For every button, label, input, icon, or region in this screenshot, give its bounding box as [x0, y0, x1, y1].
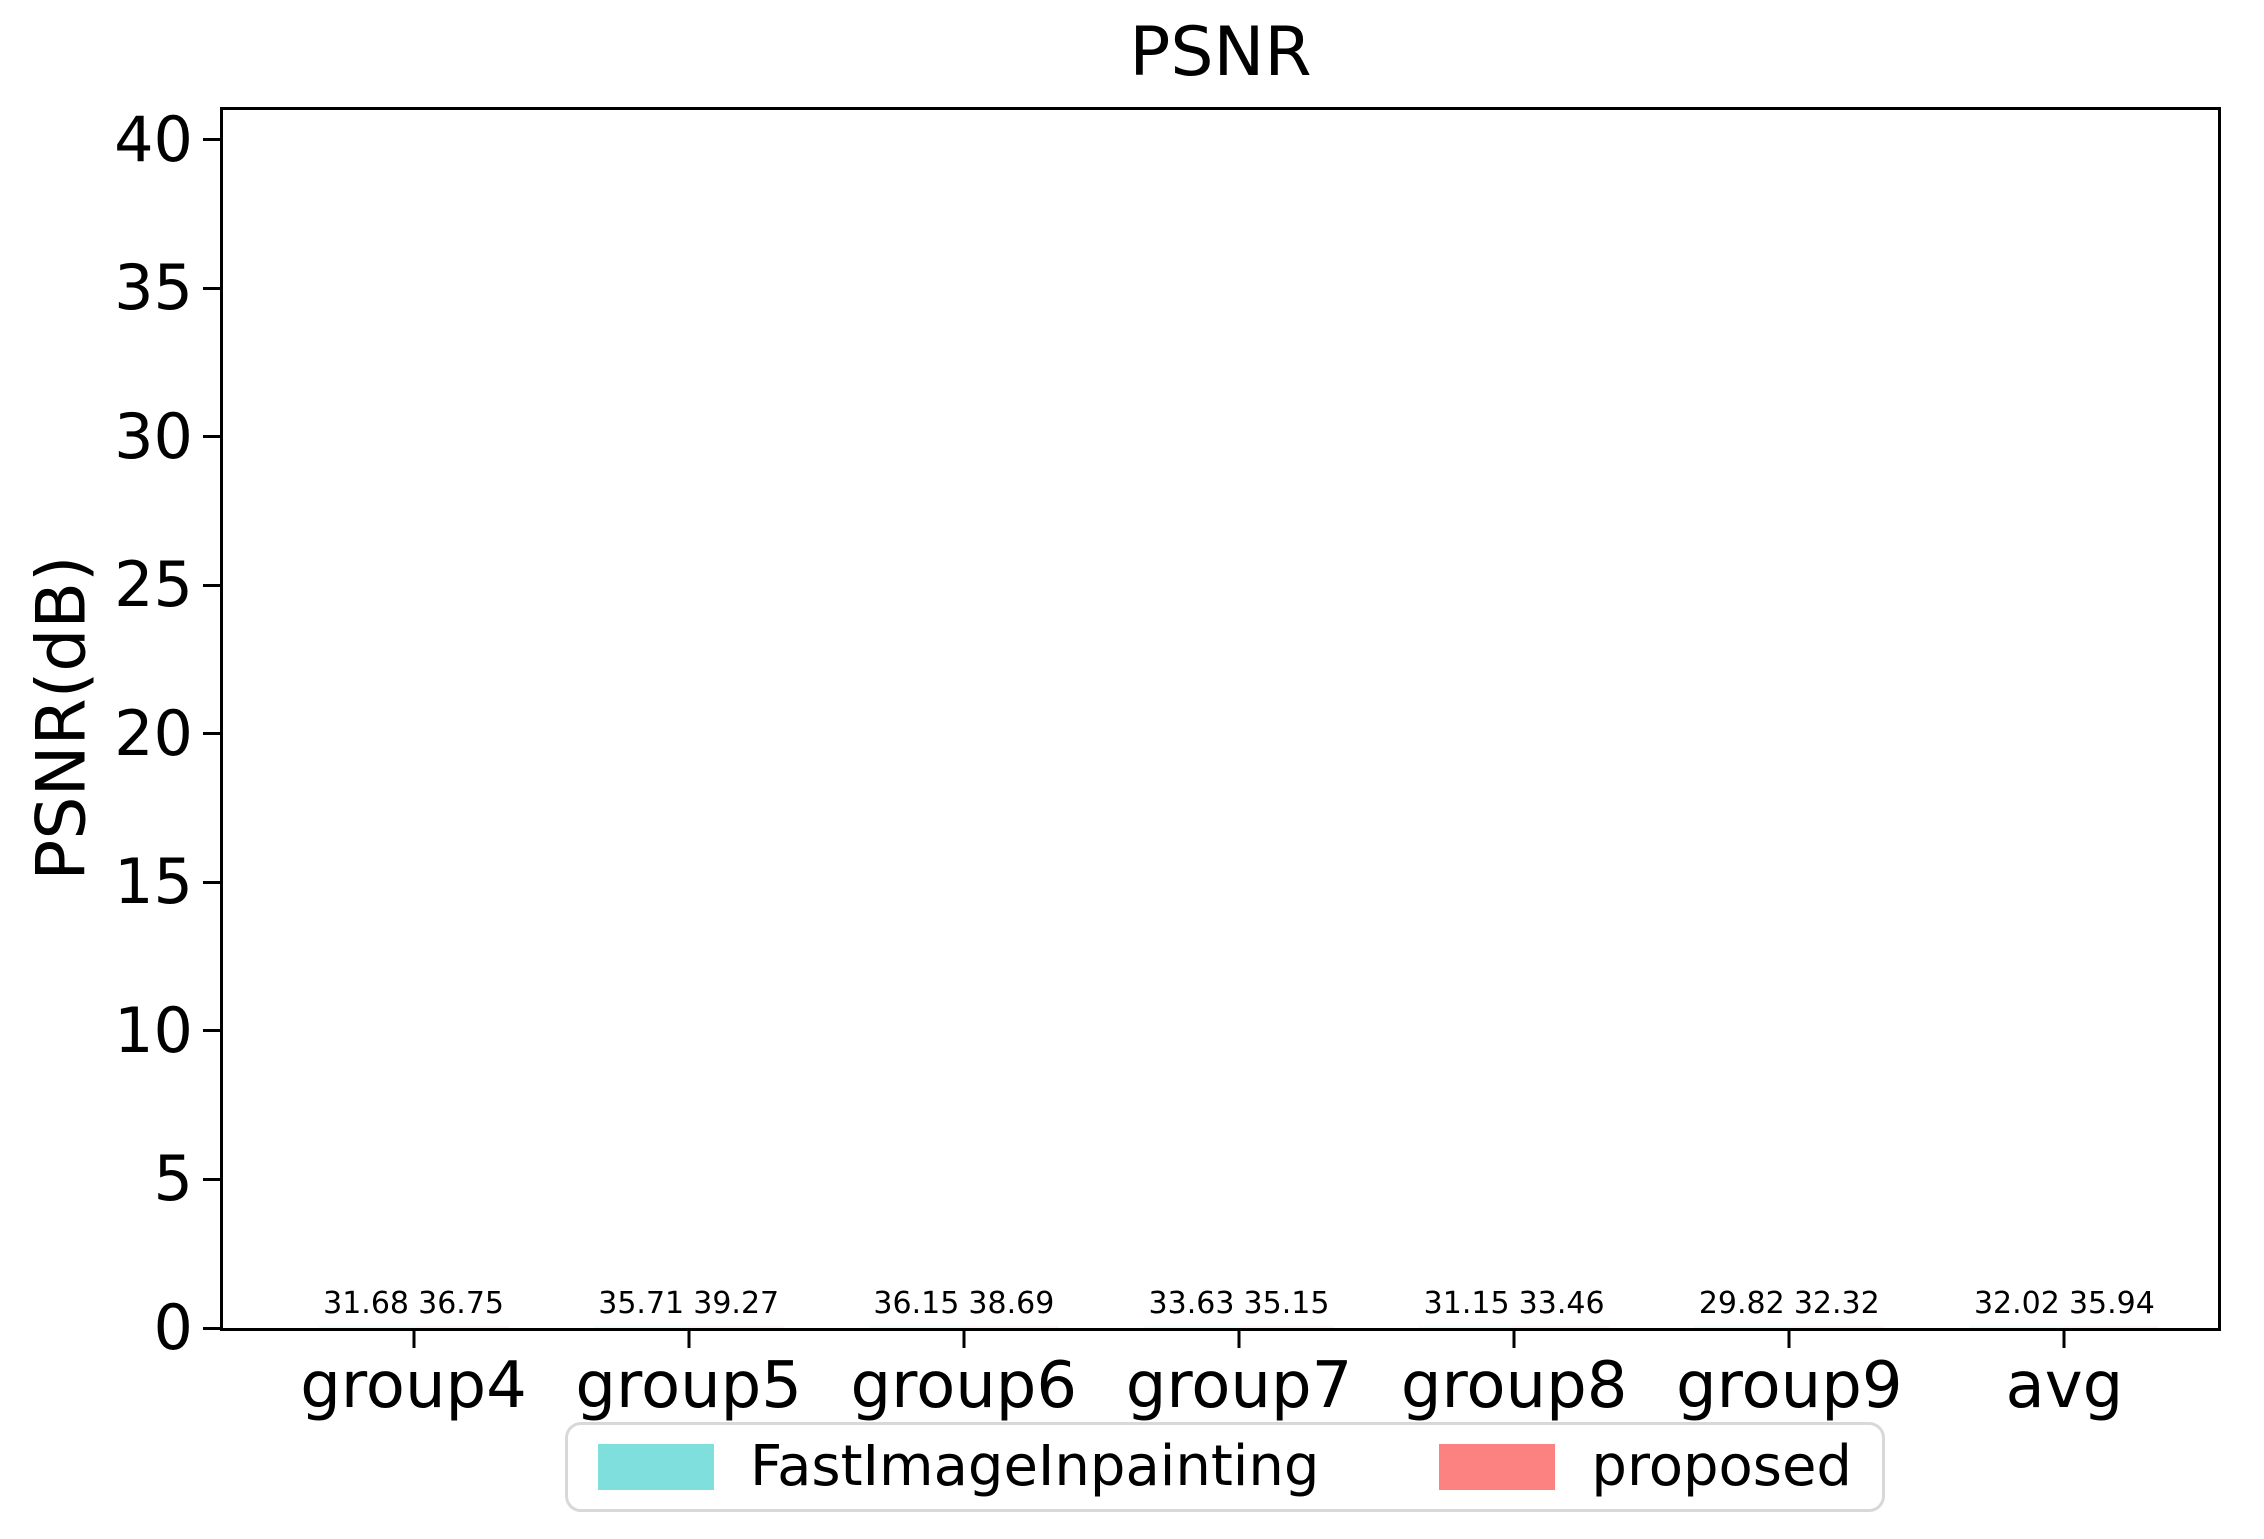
bar-value-label: 35.94 — [2068, 1286, 2155, 1321]
legend-swatch-fastimageinpainting — [598, 1444, 714, 1490]
y-tick-label: 15 — [114, 845, 193, 919]
y-tick-mark — [203, 1326, 220, 1330]
bar-FastImageInpainting-group5: 35.71 — [593, 1289, 689, 1328]
bar-group-group8: 31.15 33.46 group8 — [1377, 110, 1652, 1419]
bar-proposed-group9: 32.32 — [1789, 1289, 1885, 1328]
x-tick-mark — [412, 1331, 416, 1348]
bar-FastImageInpainting-group4: 31.68 — [318, 1289, 414, 1328]
bar-groups: 31.68 36.75 group4 35.71 39.27 group5 36.15 38.… — [223, 110, 2218, 1419]
bar-value-label: 33.63 — [1148, 1286, 1235, 1321]
bar-FastImageInpainting-group8: 31.15 — [1419, 1289, 1515, 1328]
bar-group-avg: 32.02 35.94 avg — [1927, 110, 2202, 1418]
bar-group-group6: 36.15 38.69 group6 — [826, 110, 1101, 1419]
x-tick-mark — [962, 1331, 966, 1348]
plot-area: 0 5 10 15 20 25 30 35 40 31.68 36.75 group4 35.71 39… — [114, 107, 2221, 1419]
bar-proposed-group6: 38.69 — [963, 1289, 1059, 1328]
x-tick-label-group6: group6 — [850, 1349, 1078, 1423]
x-tick-label-group8: group8 — [1400, 1349, 1628, 1423]
y-tick-label: 20 — [114, 696, 193, 770]
bar-group-group4: 31.68 36.75 group4 — [276, 110, 551, 1419]
bar-group-group5: 35.71 39.27 group5 — [551, 110, 826, 1419]
x-tick-label-group7: group7 — [1125, 1349, 1353, 1423]
bar-value-label: 35.71 — [598, 1286, 685, 1321]
legend-label-fastimageinpainting: FastImageInpainting — [750, 1434, 1320, 1499]
y-tick-label: 25 — [114, 548, 193, 622]
bar-value-label: 32.32 — [1793, 1286, 1880, 1321]
bar-group-group9: 29.82 32.32 group9 — [1652, 110, 1927, 1419]
x-tick-mark — [1237, 1331, 1241, 1348]
bar-proposed-group5: 39.27 — [688, 1289, 784, 1328]
bar-FastImageInpainting-avg: 32.02 — [1969, 1289, 2065, 1328]
bar-pair: 33.63 35.15 — [1143, 1289, 1334, 1328]
bar-proposed-avg: 35.94 — [2064, 1289, 2160, 1328]
bar-value-label: 39.27 — [693, 1286, 780, 1321]
x-tick-label-group5: group5 — [575, 1349, 802, 1423]
x-tick-mark — [687, 1331, 691, 1348]
y-tick-mark — [203, 1177, 220, 1181]
x-tick-mark — [2062, 1331, 2066, 1348]
bar-value-label: 36.15 — [873, 1286, 960, 1321]
y-tick-mark — [203, 435, 220, 439]
y-tick-label: 35 — [114, 251, 193, 325]
bar-FastImageInpainting-group6: 36.15 — [868, 1289, 964, 1328]
bar-value-label: 38.69 — [968, 1286, 1055, 1321]
bar-pair: 36.15 38.69 — [868, 1289, 1059, 1328]
bar-group-group7: 33.63 35.15 group7 — [1101, 110, 1376, 1419]
bar-value-label: 31.68 — [323, 1286, 410, 1321]
bar-value-label: 36.75 — [418, 1286, 505, 1321]
bar-pair: 29.82 32.32 — [1694, 1289, 1885, 1328]
x-tick-label-group9: group9 — [1675, 1349, 1903, 1423]
x-tick-mark — [1512, 1331, 1516, 1348]
bar-value-label: 29.82 — [1698, 1286, 1785, 1321]
y-tick-label: 30 — [114, 399, 193, 473]
bar-FastImageInpainting-group9: 29.82 — [1694, 1289, 1790, 1328]
bar-proposed-group7: 35.15 — [1238, 1289, 1334, 1328]
chart-title: PSNR — [1129, 13, 1312, 92]
bar-FastImageInpainting-group7: 33.63 — [1143, 1289, 1239, 1328]
bar-pair: 31.68 36.75 — [318, 1289, 509, 1328]
y-tick-label: 10 — [114, 993, 193, 1067]
x-tick-label-group4: group4 — [300, 1349, 527, 1423]
bar-pair: 35.71 39.27 — [593, 1289, 784, 1328]
y-tick-label: 40 — [114, 102, 193, 176]
legend: FastImageInpainting proposed — [565, 1422, 1885, 1512]
bar-value-label: 35.15 — [1243, 1286, 1330, 1321]
y-tick-label: 5 — [153, 1142, 193, 1216]
bar-pair: 32.02 35.94 — [1969, 1289, 2160, 1328]
y-tick-label: 0 — [153, 1291, 193, 1364]
y-tick-mark — [203, 732, 220, 736]
legend-label-proposed: proposed — [1591, 1434, 1852, 1499]
bar-value-label: 31.15 — [1423, 1286, 1510, 1321]
legend-swatch-proposed — [1439, 1444, 1556, 1490]
x-tick-mark — [1787, 1331, 1791, 1348]
y-axis: 0 5 10 15 20 25 30 35 40 — [114, 108, 2218, 1359]
bar-value-label: 33.46 — [1518, 1286, 1605, 1321]
y-tick-mark — [203, 138, 220, 142]
y-axis-label: PSNR(dB) — [22, 555, 102, 881]
bar-pair: 31.15 33.46 — [1419, 1289, 1610, 1328]
x-tick-label-avg: avg — [2005, 1349, 2124, 1423]
bar-value-label: 32.02 — [1973, 1286, 2060, 1321]
y-tick-mark — [203, 1029, 220, 1033]
y-tick-mark — [203, 583, 220, 587]
y-tick-mark — [203, 880, 220, 884]
y-tick-mark — [203, 286, 220, 290]
bar-proposed-group4: 36.75 — [413, 1289, 509, 1328]
bar-proposed-group8: 33.46 — [1514, 1289, 1610, 1328]
